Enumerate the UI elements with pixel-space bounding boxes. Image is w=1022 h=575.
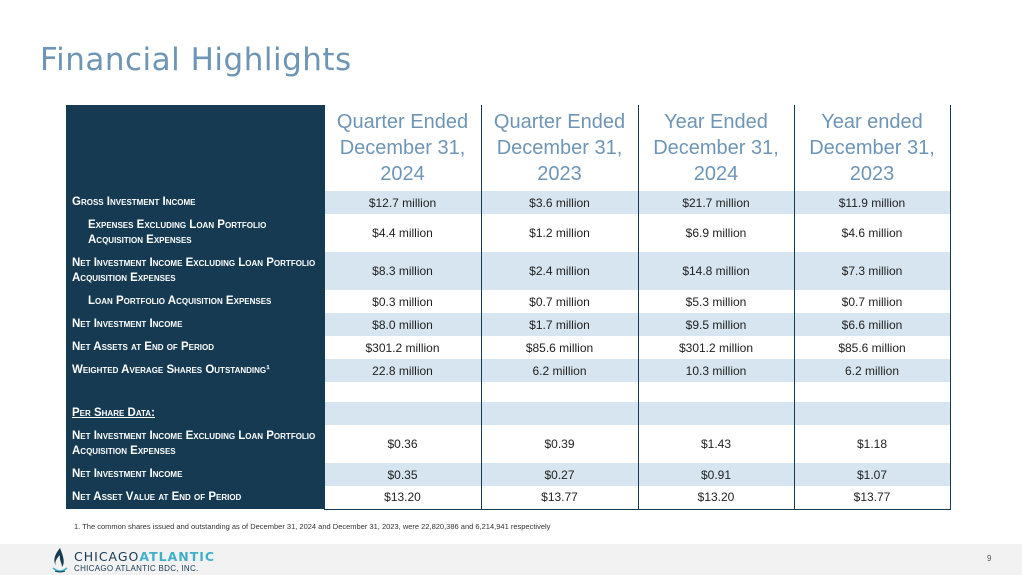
table-cell: $0.3 million	[323, 290, 482, 313]
table-cell: $0.39	[480, 425, 639, 463]
table-row: Net Investment Income $0.35 $0.27 $0.91 …	[66, 463, 951, 486]
row-label: Gross Investment Income	[66, 191, 324, 214]
table-row: Gross Investment Income $12.7 million $3…	[66, 191, 951, 214]
table-cell: $1.2 million	[480, 214, 639, 252]
table-cell: $0.7 million	[480, 290, 639, 313]
table-cell	[637, 402, 795, 425]
row-label: Net Assets at End of Period	[66, 336, 324, 359]
table-cell: $12.7 million	[323, 191, 482, 214]
table-cell: $14.8 million	[637, 252, 795, 290]
table-cell: $13.77	[480, 486, 639, 510]
table-cell: $4.4 million	[323, 214, 482, 252]
table-cell: $1.7 million	[480, 313, 639, 336]
table-cell: $1.18	[793, 425, 951, 463]
row-label: Net Investment Income	[66, 463, 324, 486]
table-row: Weighted Average Shares Outstanding¹ 22.…	[66, 359, 951, 382]
row-label: Net Investment Income Excluding Loan Por…	[66, 425, 324, 463]
table-cell: $9.5 million	[637, 313, 795, 336]
table-spacer-row	[66, 382, 951, 402]
table-cell: 22.8 million	[323, 359, 482, 382]
row-label: Net Asset Value at End of Period	[66, 486, 324, 509]
table-header-row: Quarter Ended December 31, 2024 Quarter …	[66, 105, 951, 191]
page-title: Financial Highlights	[40, 42, 352, 78]
table-cell: $7.3 million	[793, 252, 951, 290]
table-cell: $0.36	[323, 425, 482, 463]
table-cell	[793, 382, 951, 402]
brand-name: CHICAGOATLANTIC	[74, 549, 215, 564]
column-header: Year ended December 31, 2023	[793, 105, 951, 191]
table-cell: $0.27	[480, 463, 639, 486]
table-section-row: Per Share Data:	[66, 402, 951, 425]
table-cell: $13.20	[323, 486, 482, 510]
table-cell: $85.6 million	[793, 336, 951, 359]
table-cell: $6.6 million	[793, 313, 951, 336]
row-label: Net Investment Income Excluding Loan Por…	[66, 252, 324, 290]
table-cell: $13.77	[793, 486, 951, 510]
table-cell	[480, 382, 639, 402]
table-cell: $0.7 million	[793, 290, 951, 313]
table-row: Net Investment Income $8.0 million $1.7 …	[66, 313, 951, 336]
brand-name-part2: ATLANTIC	[139, 549, 216, 564]
section-label: Per Share Data:	[66, 402, 324, 425]
footer-bar	[0, 544, 1022, 575]
table-cell	[323, 382, 482, 402]
table-cell	[323, 402, 482, 425]
column-header: Year Ended December 31, 2024	[637, 105, 795, 191]
table-cell: $11.9 million	[793, 191, 951, 214]
page-number: 9	[987, 554, 992, 563]
brand-subtitle: CHICAGO ATLANTIC BDC, INC.	[74, 564, 199, 573]
table-cell: $0.91	[637, 463, 795, 486]
table-cell: $1.43	[637, 425, 795, 463]
table-cell: 10.3 million	[637, 359, 795, 382]
table-row: Net Investment Income Excluding Loan Por…	[66, 425, 951, 463]
table-cell: $8.3 million	[323, 252, 482, 290]
flame-icon	[52, 548, 68, 573]
table-row: Expenses Excluding Loan Portfolio Acquis…	[66, 214, 951, 252]
table-cell	[637, 382, 795, 402]
table-cell: $4.6 million	[793, 214, 951, 252]
table-row: Net Asset Value at End of Period $13.20 …	[66, 486, 951, 510]
column-header: Quarter Ended December 31, 2024	[323, 105, 482, 191]
table-cell: $85.6 million	[480, 336, 639, 359]
table-row: Net Investment Income Excluding Loan Por…	[66, 252, 951, 290]
table-cell: $301.2 million	[637, 336, 795, 359]
table-cell: $1.07	[793, 463, 951, 486]
brand-name-part1: CHICAGO	[74, 549, 140, 564]
table-cell: $0.35	[323, 463, 482, 486]
table-cell: $13.20	[637, 486, 795, 510]
table-row: Net Assets at End of Period $301.2 milli…	[66, 336, 951, 359]
row-label: Expenses Excluding Loan Portfolio Acquis…	[66, 214, 324, 252]
table-cell: $2.4 million	[480, 252, 639, 290]
table-cell: $5.3 million	[637, 290, 795, 313]
table-cell	[793, 402, 951, 425]
table-row: Loan Portfolio Acquisition Expenses $0.3…	[66, 290, 951, 313]
table-cell: $301.2 million	[323, 336, 482, 359]
table-corner-cell	[66, 105, 324, 191]
row-label	[66, 382, 324, 402]
table-cell: 6.2 million	[793, 359, 951, 382]
table-cell	[480, 402, 639, 425]
row-label: Loan Portfolio Acquisition Expenses	[66, 290, 324, 313]
row-label: Net Investment Income	[66, 313, 324, 336]
column-header: Quarter Ended December 31, 2023	[480, 105, 639, 191]
table-cell: $6.9 million	[637, 214, 795, 252]
table-cell: 6.2 million	[480, 359, 639, 382]
financial-highlights-table: Quarter Ended December 31, 2024 Quarter …	[66, 105, 951, 510]
per-share-data-label: Per Share Data:	[72, 407, 155, 419]
row-label: Weighted Average Shares Outstanding¹	[66, 359, 324, 382]
table-cell: $3.6 million	[480, 191, 639, 214]
footnote: 1. The common shares issued and outstand…	[74, 522, 551, 531]
table-cell: $8.0 million	[323, 313, 482, 336]
table-cell: $21.7 million	[637, 191, 795, 214]
